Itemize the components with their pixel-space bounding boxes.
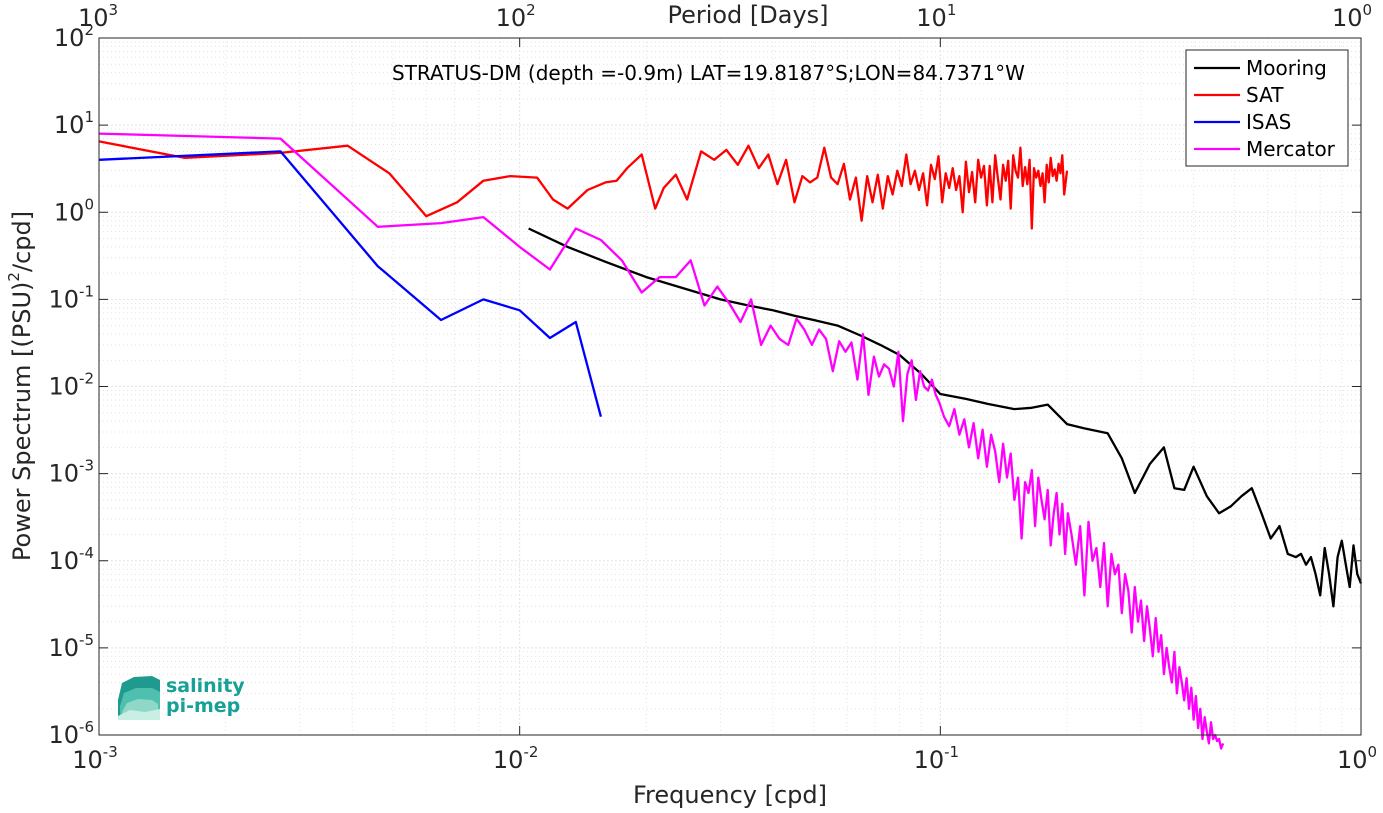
y-axis-label: Power Spectrum [(PSU)2/cpd] [5, 211, 36, 561]
top-tick-label: 103 [78, 1, 118, 32]
y-tick-label: 101 [54, 108, 94, 139]
y-tick-label: 10-1 [48, 282, 94, 313]
y-tick-labels: 102 101 100 10-1 10-2 10-3 10-4 10-5 10-6 [48, 21, 94, 749]
legend: Mooring SAT ISAS Mercator [1185, 49, 1349, 167]
series-line-mooring [528, 227, 1363, 608]
y-tick-label: 10-6 [48, 718, 94, 749]
legend-label-mooring: Mooring [1246, 56, 1327, 80]
y-tick-label: 102 [54, 21, 94, 52]
top-tick-label: 101 [916, 1, 956, 32]
series-line-isas [98, 150, 603, 417]
logo-text-pi-mep: pi-mep [166, 695, 240, 717]
legend-box [1185, 49, 1349, 167]
series-line-mercator [98, 132, 1225, 750]
top-tick-label: 100 [1332, 1, 1372, 32]
logo-text-salinity: salinity [166, 675, 245, 697]
tick-marks [98, 37, 1362, 736]
x-tick-label: 10-2 [493, 743, 539, 774]
y-tick-label: 10-2 [48, 370, 94, 401]
salinity-pi-mep-logo: salinity pi-mep [118, 675, 245, 720]
x-tick-label: 100 [1337, 743, 1377, 774]
y-tick-label: 100 [54, 195, 94, 226]
x-tick-label: 10-1 [914, 743, 960, 774]
grid [98, 37, 1362, 736]
legend-label-mercator: Mercator [1246, 137, 1336, 161]
top-tick-label: 102 [496, 1, 536, 32]
x-tick-labels: 10-3 10-2 10-1 100 [72, 743, 1377, 774]
top-axis-label: Period [Days] [667, 1, 828, 29]
y-tick-label: 10-5 [48, 631, 94, 662]
y-tick-label: 10-3 [48, 457, 94, 488]
legend-label-isas: ISAS [1246, 110, 1291, 134]
series-line-sat [98, 140, 1069, 230]
x-tick-label: 10-3 [72, 743, 118, 774]
chart-title: STRATUS-DM (depth =-0.9m) LAT=19.8187°S;… [392, 61, 1025, 85]
x-axis-label: Frequency [cpd] [633, 781, 827, 809]
y-tick-label: 10-4 [48, 544, 94, 575]
legend-label-sat: SAT [1246, 83, 1284, 107]
top-period-tick-labels: 103 102 101 100 [78, 1, 1372, 32]
series-lines [98, 132, 1363, 750]
logo-waves-icon [118, 676, 160, 720]
